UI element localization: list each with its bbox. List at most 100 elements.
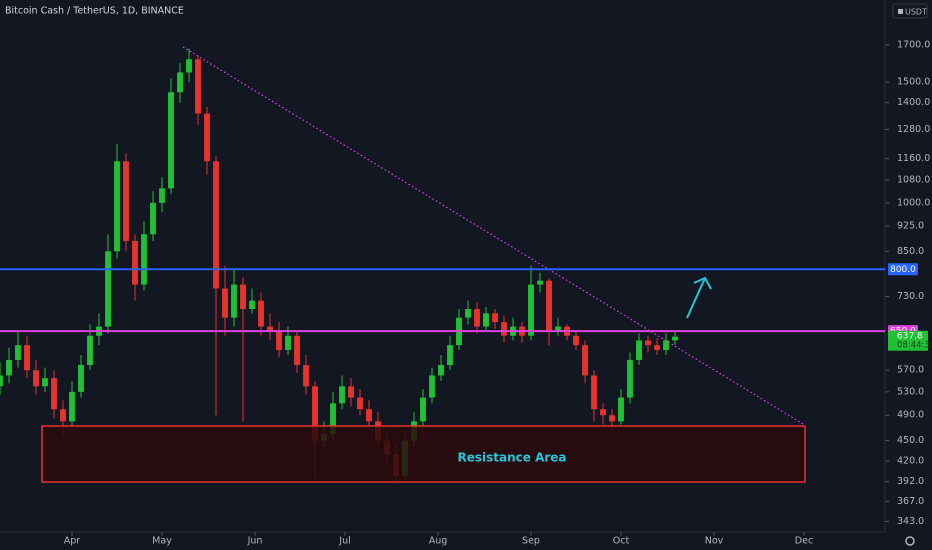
x-tick-label: Sep [522, 536, 540, 547]
candle-body [51, 378, 57, 410]
resistance-zone [41, 425, 806, 483]
y-tick-label: 1160.0 [897, 153, 930, 164]
x-tick-label: May [152, 536, 172, 547]
y-tick-label: 450.0 [897, 435, 924, 446]
candle-body [672, 336, 678, 341]
candle-body [303, 365, 309, 387]
candle-body [168, 92, 174, 189]
y-tick-label: 570.0 [897, 365, 924, 376]
candle-body [159, 188, 165, 203]
price-level-tag [888, 263, 918, 276]
candle-body [654, 345, 660, 351]
candle-body [267, 326, 273, 332]
candle-body [591, 375, 597, 410]
candle-body [42, 378, 48, 387]
x-tick-label: Nov [705, 536, 724, 547]
candle-body [465, 309, 471, 318]
candle-body [501, 322, 507, 336]
x-tick-label: Apr [64, 536, 81, 547]
candle-body [78, 365, 84, 392]
candle-body [492, 313, 498, 323]
candle-body [573, 335, 579, 346]
x-tick-label: Oct [613, 536, 630, 547]
y-tick-label: 343.0 [897, 516, 924, 527]
trendline [182, 46, 804, 425]
candle-body [204, 113, 210, 162]
last-price-label: 637.8 [897, 331, 923, 341]
candle-body [0, 375, 3, 387]
candle-body [366, 409, 372, 422]
candle-body [15, 345, 21, 360]
candle-body [429, 375, 435, 398]
y-tick-label: 490.0 [897, 410, 924, 421]
candle-body [528, 284, 534, 336]
y-tick-label: 1700.0 [897, 39, 930, 50]
y-tick-label: 925.0 [897, 221, 924, 232]
candle-body [33, 370, 39, 387]
candle-body [447, 345, 453, 366]
candle-body [483, 313, 489, 327]
candle-body [141, 234, 147, 285]
candle-body [6, 359, 12, 376]
y-tick-label: 1080.0 [897, 174, 930, 185]
y-tick-label: 1280.0 [897, 124, 930, 135]
x-tick-label: Jun [247, 536, 263, 547]
candle-body [627, 359, 633, 398]
currency-box[interactable] [892, 3, 928, 19]
candle-body [249, 300, 255, 310]
x-tick-label: Dec [795, 536, 813, 547]
y-tick-label: 730.0 [897, 291, 924, 302]
candle-body [69, 391, 75, 422]
candle-body [294, 335, 300, 366]
candle-body [150, 202, 156, 235]
candle-body [636, 340, 642, 360]
y-tick-label: 367.0 [897, 496, 924, 507]
candle-body [438, 365, 444, 376]
candle-body [195, 59, 201, 114]
currency-badge[interactable]: USDT [892, 3, 928, 19]
candle-body [213, 161, 219, 289]
price-level-label: 800.0 [890, 265, 916, 275]
countdown-label: 08:44:30 [897, 340, 932, 350]
arrow [686, 276, 712, 319]
candle-body [231, 284, 237, 318]
candle-body [24, 345, 30, 371]
candle-body [348, 386, 354, 398]
zone-label: Resistance Area [457, 451, 566, 465]
candle-body [177, 72, 183, 93]
candle-body [114, 161, 120, 252]
candle-body [258, 300, 264, 327]
candle-body [186, 59, 192, 73]
y-tick-label: 1000.0 [897, 197, 930, 208]
chart-title: Bitcoin Cash / TetherUS, 1D, BINANCE [5, 6, 184, 17]
x-tick-label: Aug [429, 536, 448, 547]
candle-body [285, 335, 291, 351]
y-tick-label: 420.0 [897, 456, 924, 467]
y-tick-label: 850.0 [897, 246, 924, 257]
y-tick-label: 530.0 [897, 386, 924, 397]
candle-body [582, 345, 588, 376]
candle-body [312, 386, 318, 441]
x-tick-label: Jul [338, 536, 350, 547]
candle-body [420, 397, 426, 422]
candle-body [222, 288, 228, 318]
candle-body [123, 161, 129, 241]
settings-icon[interactable] [905, 536, 915, 546]
y-tick-label: 1500.0 [897, 77, 930, 88]
candle-body [357, 397, 363, 410]
candle-body [132, 240, 138, 285]
candle-body [645, 340, 651, 346]
candle-body [474, 309, 480, 327]
candle-body [609, 415, 615, 422]
candle-body [618, 397, 624, 422]
y-tick-label: 1400.0 [897, 97, 930, 108]
candle-body [105, 251, 111, 327]
currency-label: USDT [905, 8, 927, 17]
candle-body [240, 284, 246, 310]
y-tick-label: 392.0 [897, 476, 924, 487]
candle-body [537, 280, 543, 285]
candle-body [60, 409, 66, 422]
candle-body [330, 403, 336, 435]
